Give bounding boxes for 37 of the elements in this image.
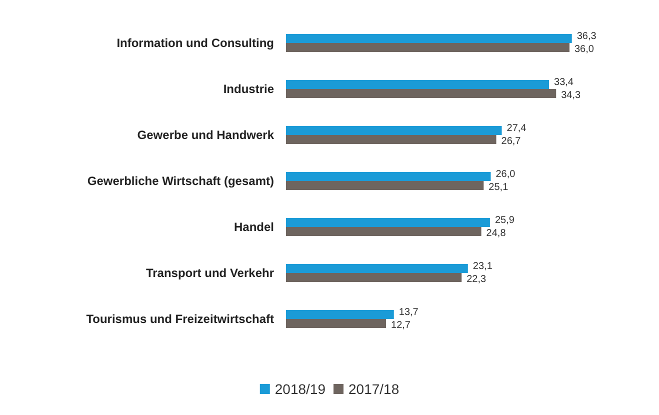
data-label: 26,7 [501, 136, 522, 147]
y-tick-label: Transport und Verkehr [146, 266, 274, 280]
data-label: 22,3 [466, 274, 487, 285]
data-label: 27,4 [506, 123, 527, 134]
bar [286, 218, 490, 227]
bar [286, 319, 386, 328]
data-label: 34,3 [561, 90, 582, 101]
y-tick-label: Information und Consulting [116, 36, 274, 50]
bar [286, 181, 484, 190]
data-label: 13,7 [398, 307, 419, 318]
bar [286, 273, 462, 282]
y-tick-label: Handel [234, 220, 274, 234]
data-label: 23,1 [472, 261, 493, 272]
y-tick-label: Gewerbliche Wirtschaft (gesamt) [87, 174, 274, 188]
bar [286, 126, 502, 135]
bar [286, 89, 556, 98]
data-label: 26,0 [496, 169, 516, 180]
data-label: 36,3 [576, 31, 597, 42]
y-tick-label: Industrie [223, 82, 274, 96]
data-label: 36,0 [574, 44, 594, 55]
data-label: 24,8 [486, 228, 506, 239]
bar [286, 43, 570, 52]
bar [286, 264, 468, 273]
data-label: 25,1 [488, 182, 509, 193]
data-label: 33,4 [554, 77, 574, 88]
legend-label: 2018/19 [274, 381, 326, 397]
y-tick-label: Tourismus und Freizeitwirtschaft [86, 312, 274, 326]
bar [286, 310, 394, 319]
data-label: 12,7 [391, 320, 411, 331]
legend-label: 2017/18 [348, 381, 400, 397]
bar [286, 135, 496, 144]
y-tick-label: Gewerbe und Handwerk [137, 128, 274, 142]
bar [286, 172, 491, 181]
bar [286, 34, 572, 43]
bar [286, 80, 550, 89]
data-label: 25,9 [494, 215, 515, 226]
bar [286, 227, 482, 236]
